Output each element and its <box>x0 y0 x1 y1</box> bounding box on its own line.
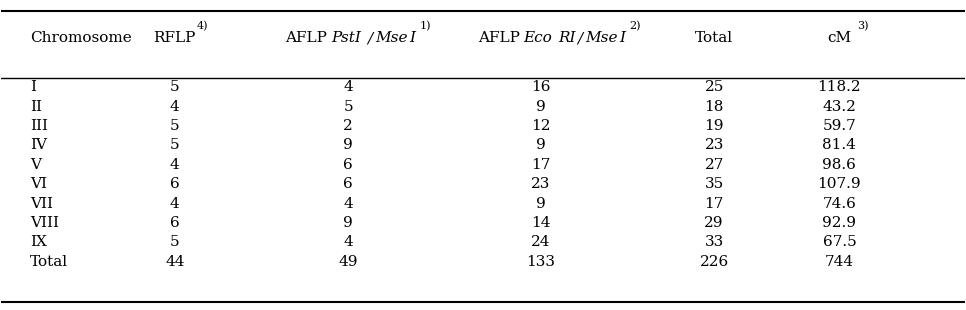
Text: Mse: Mse <box>585 31 617 45</box>
Text: I: I <box>409 31 414 45</box>
Text: 3): 3) <box>857 21 868 32</box>
Text: 24: 24 <box>531 235 551 249</box>
Text: AFLP: AFLP <box>478 31 525 45</box>
Text: 6: 6 <box>170 177 180 191</box>
Text: Mse: Mse <box>375 31 408 45</box>
Text: V: V <box>30 158 42 172</box>
Text: 4: 4 <box>343 235 353 249</box>
Text: 92.9: 92.9 <box>822 216 857 230</box>
Text: 4: 4 <box>170 158 180 172</box>
Text: 9: 9 <box>536 100 546 114</box>
Text: 2): 2) <box>630 21 640 32</box>
Text: 81.4: 81.4 <box>822 139 856 153</box>
Text: 4): 4) <box>197 21 209 32</box>
Text: 27: 27 <box>704 158 724 172</box>
Text: 67.5: 67.5 <box>822 235 856 249</box>
Text: 29: 29 <box>704 216 724 230</box>
Text: 226: 226 <box>699 255 728 268</box>
Text: 14: 14 <box>531 216 551 230</box>
Text: 16: 16 <box>531 80 551 95</box>
Text: cM: cM <box>827 31 851 45</box>
Text: 5: 5 <box>170 235 180 249</box>
Text: 17: 17 <box>704 197 724 210</box>
Text: 9: 9 <box>343 216 353 230</box>
Text: 744: 744 <box>825 255 854 268</box>
Text: Chromosome: Chromosome <box>30 31 132 45</box>
Text: 4: 4 <box>170 197 180 210</box>
Text: 59.7: 59.7 <box>822 119 856 133</box>
Text: RI: RI <box>558 31 576 45</box>
Text: 133: 133 <box>526 255 555 268</box>
Text: II: II <box>30 100 43 114</box>
Text: 5: 5 <box>170 119 180 133</box>
Text: 23: 23 <box>531 177 551 191</box>
Text: 12: 12 <box>531 119 551 133</box>
Text: RFLP: RFLP <box>154 31 196 45</box>
Text: 6: 6 <box>170 216 180 230</box>
Text: 5: 5 <box>170 80 180 95</box>
Text: 17: 17 <box>531 158 551 172</box>
Text: 74.6: 74.6 <box>822 197 856 210</box>
Text: 6: 6 <box>343 158 353 172</box>
Text: 35: 35 <box>704 177 724 191</box>
Text: VII: VII <box>30 197 53 210</box>
Text: 1): 1) <box>419 21 431 32</box>
Text: IX: IX <box>30 235 47 249</box>
Text: 5: 5 <box>170 139 180 153</box>
Text: PstI: PstI <box>330 31 360 45</box>
Text: I: I <box>30 80 37 95</box>
Text: 18: 18 <box>704 100 724 114</box>
Text: I: I <box>619 31 625 45</box>
Text: 5: 5 <box>343 100 353 114</box>
Text: 25: 25 <box>704 80 724 95</box>
Text: VIII: VIII <box>30 216 59 230</box>
Text: 4: 4 <box>170 100 180 114</box>
Text: 43.2: 43.2 <box>822 100 856 114</box>
Text: 44: 44 <box>165 255 185 268</box>
Text: AFLP: AFLP <box>286 31 332 45</box>
Text: 118.2: 118.2 <box>817 80 862 95</box>
Text: 98.6: 98.6 <box>822 158 856 172</box>
Text: 2: 2 <box>343 119 353 133</box>
Text: Total: Total <box>30 255 69 268</box>
Text: 4: 4 <box>343 197 353 210</box>
Text: 33: 33 <box>704 235 724 249</box>
Text: 23: 23 <box>704 139 724 153</box>
Text: Total: Total <box>696 31 733 45</box>
Text: 9: 9 <box>536 139 546 153</box>
Text: 9: 9 <box>536 197 546 210</box>
Text: 6: 6 <box>343 177 353 191</box>
Text: 9: 9 <box>343 139 353 153</box>
Text: 107.9: 107.9 <box>817 177 862 191</box>
Text: /: / <box>578 31 582 45</box>
Text: VI: VI <box>30 177 47 191</box>
Text: IV: IV <box>30 139 47 153</box>
Text: 19: 19 <box>704 119 724 133</box>
Text: 49: 49 <box>338 255 357 268</box>
Text: 4: 4 <box>343 80 353 95</box>
Text: III: III <box>30 119 48 133</box>
Text: /: / <box>367 31 373 45</box>
Text: Eco: Eco <box>524 31 553 45</box>
